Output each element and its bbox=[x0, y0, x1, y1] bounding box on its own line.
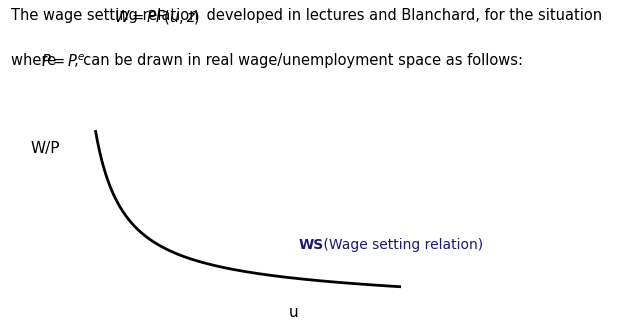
Text: where: where bbox=[11, 53, 61, 68]
Text: , can be drawn in real wage/unemployment space as follows:: , can be drawn in real wage/unemployment… bbox=[74, 53, 523, 68]
Text: $P = P^e$: $P = P^e$ bbox=[41, 53, 85, 70]
Text: developed in lectures and Blanchard, for the situation: developed in lectures and Blanchard, for… bbox=[202, 8, 602, 23]
Text: $W = PF(u, z)$: $W = PF(u, z)$ bbox=[114, 8, 200, 26]
Text: The wage setting relation: The wage setting relation bbox=[11, 8, 203, 23]
Text: W/P: W/P bbox=[30, 141, 60, 156]
Text: WS: WS bbox=[298, 238, 323, 252]
Text: (Wage setting relation): (Wage setting relation) bbox=[319, 238, 484, 252]
Text: u: u bbox=[288, 305, 298, 320]
